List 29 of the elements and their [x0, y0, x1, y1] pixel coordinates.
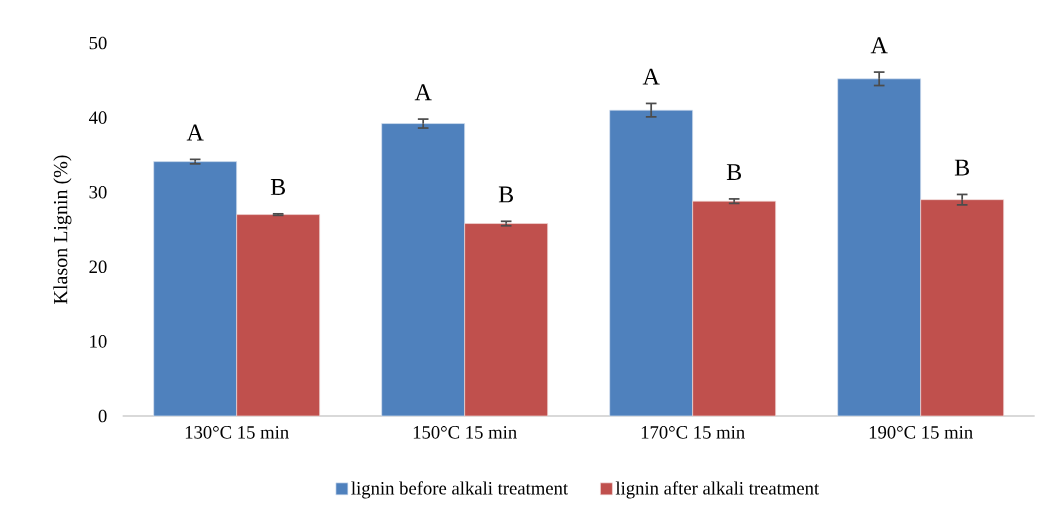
- y-axis-title: Klason Lignin (%): [53, 155, 72, 304]
- bar: [692, 200, 776, 417]
- annotation: B: [954, 159, 970, 176]
- bar: [920, 199, 1004, 417]
- x-tick-label: 190°C 15 min: [869, 426, 973, 439]
- annotation: A: [642, 68, 660, 85]
- annotation: B: [270, 179, 286, 195]
- annotation: A: [414, 84, 432, 101]
- y-tick-label: 40: [88, 111, 107, 124]
- annotation: A: [186, 124, 204, 141]
- bar: [381, 123, 466, 417]
- legend-label: lignin after alkali treatment: [615, 481, 820, 499]
- annotation: A: [870, 37, 888, 54]
- bar: [464, 223, 548, 417]
- y-tick-label: 0: [98, 409, 107, 423]
- bar: [153, 161, 238, 417]
- y-tick-label: 30: [89, 185, 107, 199]
- bar: [837, 78, 922, 417]
- y-tick-label: 20: [89, 260, 107, 274]
- y-tick-label: 50: [89, 36, 107, 50]
- bar: [609, 109, 694, 417]
- y-tick-label: 10: [90, 335, 107, 348]
- x-tick-label: 130°C 15 min: [185, 426, 289, 439]
- annotation: B: [726, 164, 742, 180]
- bar: [236, 214, 320, 417]
- x-tick-label: 170°C 15 min: [641, 426, 745, 439]
- legend-label: lignin before alkali treatment: [351, 481, 568, 499]
- x-tick-label: 150°C 15 min: [413, 426, 517, 439]
- annotation: B: [498, 186, 514, 203]
